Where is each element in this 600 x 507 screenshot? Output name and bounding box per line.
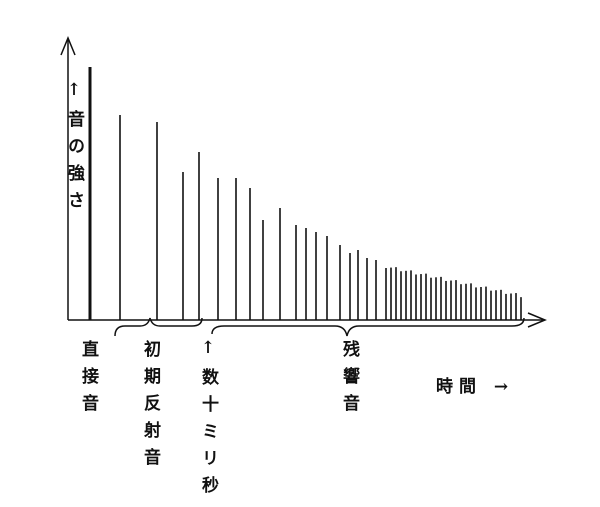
early-reflection-label: 初期反射音	[140, 340, 160, 475]
reverb-label: 残響音	[339, 340, 359, 421]
delay-label: ↑数十ミリ秒	[198, 338, 218, 503]
y-axis-arrow	[60, 36, 76, 56]
y-axis-label: ↑音の強さ	[64, 80, 84, 218]
reflection-bars	[88, 67, 522, 320]
x-axis-arrow	[527, 312, 547, 328]
time-label: 時間 →	[436, 377, 515, 397]
reverb-brace	[211, 317, 525, 337]
early-brace	[114, 317, 203, 337]
direct-sound-label: 直接音	[78, 340, 98, 421]
